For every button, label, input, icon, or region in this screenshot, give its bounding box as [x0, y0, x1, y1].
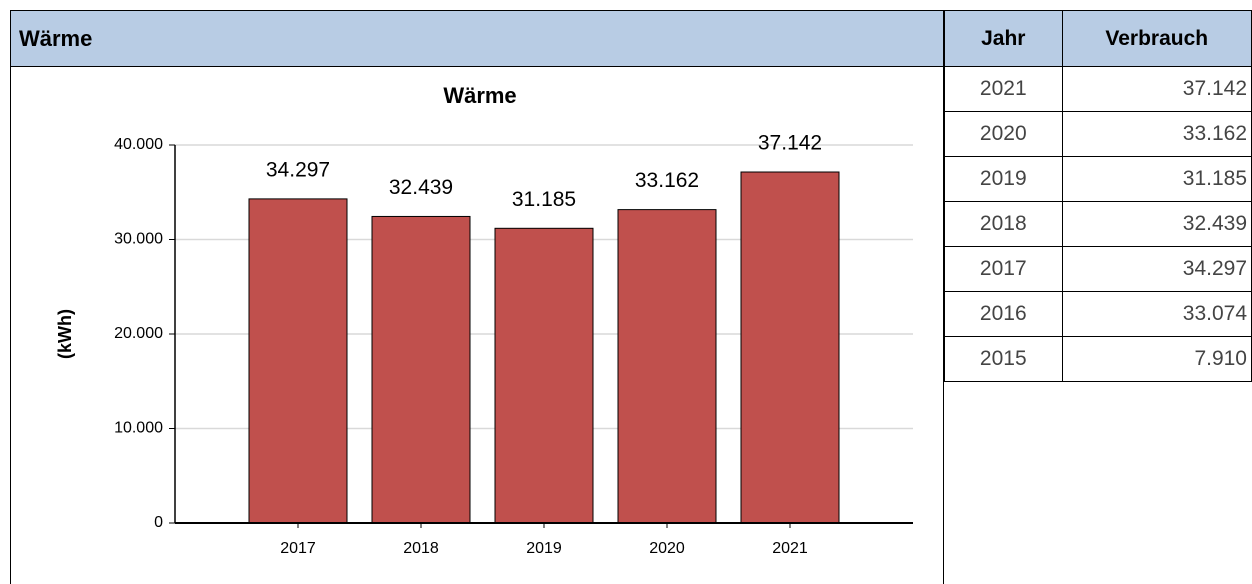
value-label: 31.185 [512, 188, 576, 211]
value-cell: 37.142 [1061, 66, 1252, 112]
table-header: Jahr Verbrauch [944, 10, 1252, 67]
year-cell: 2017 [944, 246, 1063, 292]
value-label: 37.142 [758, 132, 822, 155]
value-cell: 33.162 [1061, 111, 1252, 157]
x-tick-label: 2019 [526, 540, 562, 557]
bar [248, 198, 348, 524]
year-cell: 2021 [944, 66, 1063, 112]
value-cell: 32.439 [1061, 201, 1252, 247]
table-row: 2017 34.297 [944, 246, 1252, 292]
year-cell: 2015 [944, 336, 1063, 382]
data-table: Jahr Verbrauch 2021 37.142 2020 33.162 2019 31… [944, 10, 1252, 382]
chart-title: Wärme [443, 83, 516, 108]
value-cell: 7.910 [1061, 336, 1252, 382]
bar [494, 227, 594, 524]
x-tick-label: 2017 [280, 540, 316, 557]
column-header: Verbrauch [1061, 10, 1252, 67]
table-row: 2015 7.910 [944, 336, 1252, 382]
table-row: 2016 33.074 [944, 291, 1252, 337]
table-row: 2021 37.142 [944, 66, 1252, 112]
y-tick-label: 10.000 [114, 420, 163, 437]
value-cell: 31.185 [1061, 156, 1252, 202]
table-row: 2020 33.162 [944, 111, 1252, 157]
bar [617, 209, 717, 524]
year-cell: 2018 [944, 201, 1063, 247]
year-cell: 2019 [944, 156, 1063, 202]
y-tick-label: 30.000 [114, 231, 163, 248]
value-label: 33.162 [635, 169, 699, 192]
x-tick-label: 2021 [772, 540, 808, 557]
value-cell: 34.297 [1061, 246, 1252, 292]
table-row: 2019 31.185 [944, 156, 1252, 202]
x-tick-label: 2020 [649, 540, 685, 557]
year-cell: 2016 [944, 291, 1063, 337]
panel-title: Wärme [11, 11, 943, 67]
table-row: 2018 32.439 [944, 201, 1252, 247]
y-tick-label: 40.000 [114, 136, 163, 153]
chart-panel: Wärme [10, 10, 944, 584]
y-axis-label: (kWh) [55, 309, 75, 359]
y-tick-label: 20.000 [114, 325, 163, 342]
chart: Wärme (kWh) 0 10.000 20.000 30.000 40.000 201… [55, 83, 913, 557]
table-body: 2021 37.142 2020 33.162 2019 31.185 2018 32.439… [944, 66, 1252, 382]
value-cell: 33.074 [1061, 291, 1252, 337]
bar [371, 215, 471, 524]
column-header: Jahr [944, 10, 1063, 67]
bar [740, 171, 840, 524]
x-tick-label: 2018 [403, 540, 439, 557]
value-label: 32.439 [389, 176, 453, 199]
y-tick-label: 0 [154, 514, 163, 531]
year-cell: 2020 [944, 111, 1063, 157]
value-label: 34.297 [266, 158, 330, 181]
